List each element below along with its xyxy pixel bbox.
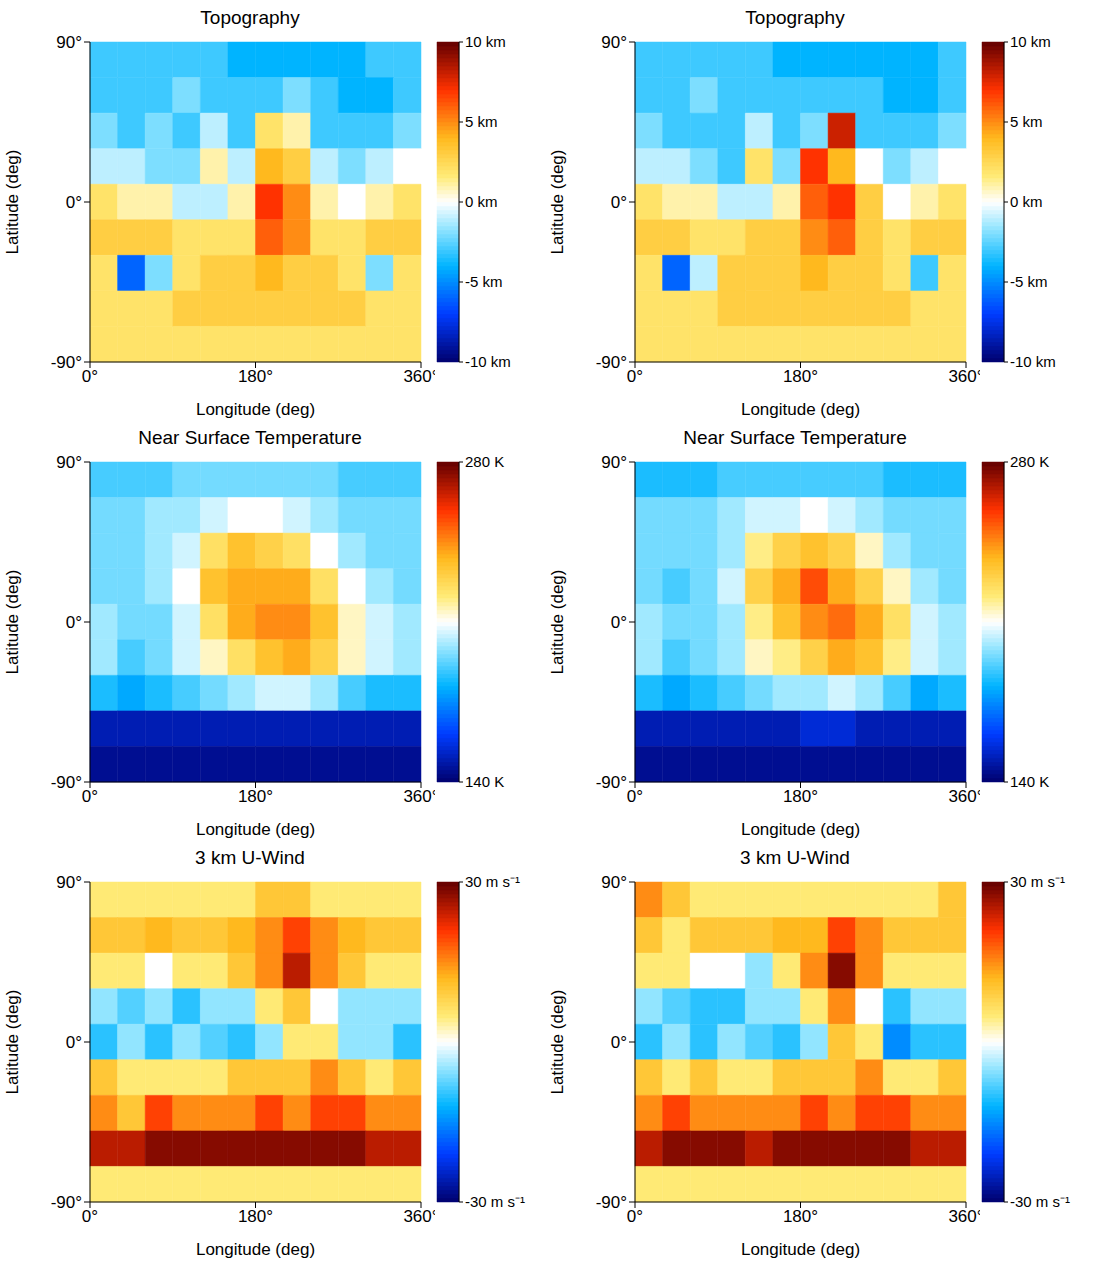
svg-text:0°: 0°: [66, 613, 82, 632]
svg-text:5 km: 5 km: [1010, 113, 1043, 130]
svg-text:Latitude (deg): Latitude (deg): [5, 990, 22, 1095]
svg-text:-30 m s⁻¹: -30 m s⁻¹: [465, 1193, 525, 1210]
svg-text:0°: 0°: [82, 367, 98, 386]
svg-text:-90°: -90°: [51, 353, 82, 372]
svg-text:0°: 0°: [82, 787, 98, 806]
html-text:3 km U-Wind: 3 km U-Wind: [740, 847, 850, 868]
svg-text:0 km: 0 km: [465, 193, 498, 210]
svg-text:Latitude (deg): Latitude (deg): [5, 570, 22, 675]
svg-text:0°: 0°: [66, 193, 82, 212]
html-text:Near Surface Temperature: Near Surface Temperature: [138, 427, 362, 448]
svg-text:0°: 0°: [66, 1033, 82, 1052]
svg-text:10 km: 10 km: [1010, 33, 1051, 50]
svg-text:-5 km: -5 km: [465, 273, 503, 290]
svg-text:0°: 0°: [627, 787, 643, 806]
svg-text:Longitude (deg): Longitude (deg): [741, 400, 860, 419]
svg-text:-10 km: -10 km: [1010, 353, 1056, 370]
svg-text:0°: 0°: [627, 1207, 643, 1226]
svg-text:0°: 0°: [82, 1207, 98, 1226]
svg-text:90°: 90°: [56, 873, 82, 892]
svg-text:90°: 90°: [56, 453, 82, 472]
svg-text:30 m s⁻¹: 30 m s⁻¹: [465, 873, 520, 890]
svg-text:180°: 180°: [238, 787, 273, 806]
svg-text:360°: 360°: [948, 787, 980, 806]
svg-text:360°: 360°: [403, 1207, 435, 1226]
svg-text:180°: 180°: [238, 367, 273, 386]
html-text:Topography: Topography: [745, 7, 845, 28]
svg-text:180°: 180°: [783, 367, 818, 386]
svg-text:180°: 180°: [783, 1207, 818, 1226]
svg-text:Latitude (deg): Latitude (deg): [5, 150, 22, 255]
svg-text:90°: 90°: [601, 33, 627, 52]
svg-text:Longitude (deg): Longitude (deg): [196, 820, 315, 839]
svg-text:Longitude (deg): Longitude (deg): [741, 820, 860, 839]
svg-text:-30 m s⁻¹: -30 m s⁻¹: [1010, 1193, 1070, 1210]
svg-text:280 K: 280 K: [465, 453, 504, 470]
svg-text:140 K: 140 K: [1010, 773, 1049, 790]
svg-text:Latitude (deg): Latitude (deg): [550, 990, 567, 1095]
svg-text:-90°: -90°: [596, 773, 627, 792]
svg-text:90°: 90°: [601, 873, 627, 892]
svg-text:Longitude (deg): Longitude (deg): [741, 1240, 860, 1259]
html-text:3 km U-Wind: 3 km U-Wind: [195, 847, 305, 868]
svg-text:30 m s⁻¹: 30 m s⁻¹: [1010, 873, 1065, 890]
svg-text:360°: 360°: [948, 1207, 980, 1226]
svg-text:0°: 0°: [611, 1033, 627, 1052]
svg-text:Latitude (deg): Latitude (deg): [550, 150, 567, 255]
svg-text:360°: 360°: [403, 367, 435, 386]
svg-text:0°: 0°: [611, 613, 627, 632]
svg-text:90°: 90°: [56, 33, 82, 52]
svg-text:90°: 90°: [601, 453, 627, 472]
svg-text:Longitude (deg): Longitude (deg): [196, 400, 315, 419]
svg-text:360°: 360°: [948, 367, 980, 386]
svg-text:-90°: -90°: [51, 1193, 82, 1212]
svg-text:5 km: 5 km: [465, 113, 498, 130]
html-text:Topography: Topography: [200, 7, 300, 28]
svg-text:-10 km: -10 km: [465, 353, 511, 370]
svg-text:-90°: -90°: [51, 773, 82, 792]
svg-text:140 K: 140 K: [465, 773, 504, 790]
svg-text:360°: 360°: [403, 787, 435, 806]
svg-text:0 km: 0 km: [1010, 193, 1043, 210]
svg-text:Latitude (deg): Latitude (deg): [550, 570, 567, 675]
svg-text:10 km: 10 km: [465, 33, 506, 50]
svg-text:180°: 180°: [238, 1207, 273, 1226]
svg-text:-90°: -90°: [596, 353, 627, 372]
html-text:Near Surface Temperature: Near Surface Temperature: [683, 427, 907, 448]
svg-text:280 K: 280 K: [1010, 453, 1049, 470]
svg-text:0°: 0°: [627, 367, 643, 386]
svg-text:180°: 180°: [783, 787, 818, 806]
svg-text:-5 km: -5 km: [1010, 273, 1048, 290]
svg-text:0°: 0°: [611, 193, 627, 212]
svg-text:Longitude (deg): Longitude (deg): [196, 1240, 315, 1259]
svg-text:-90°: -90°: [596, 1193, 627, 1212]
